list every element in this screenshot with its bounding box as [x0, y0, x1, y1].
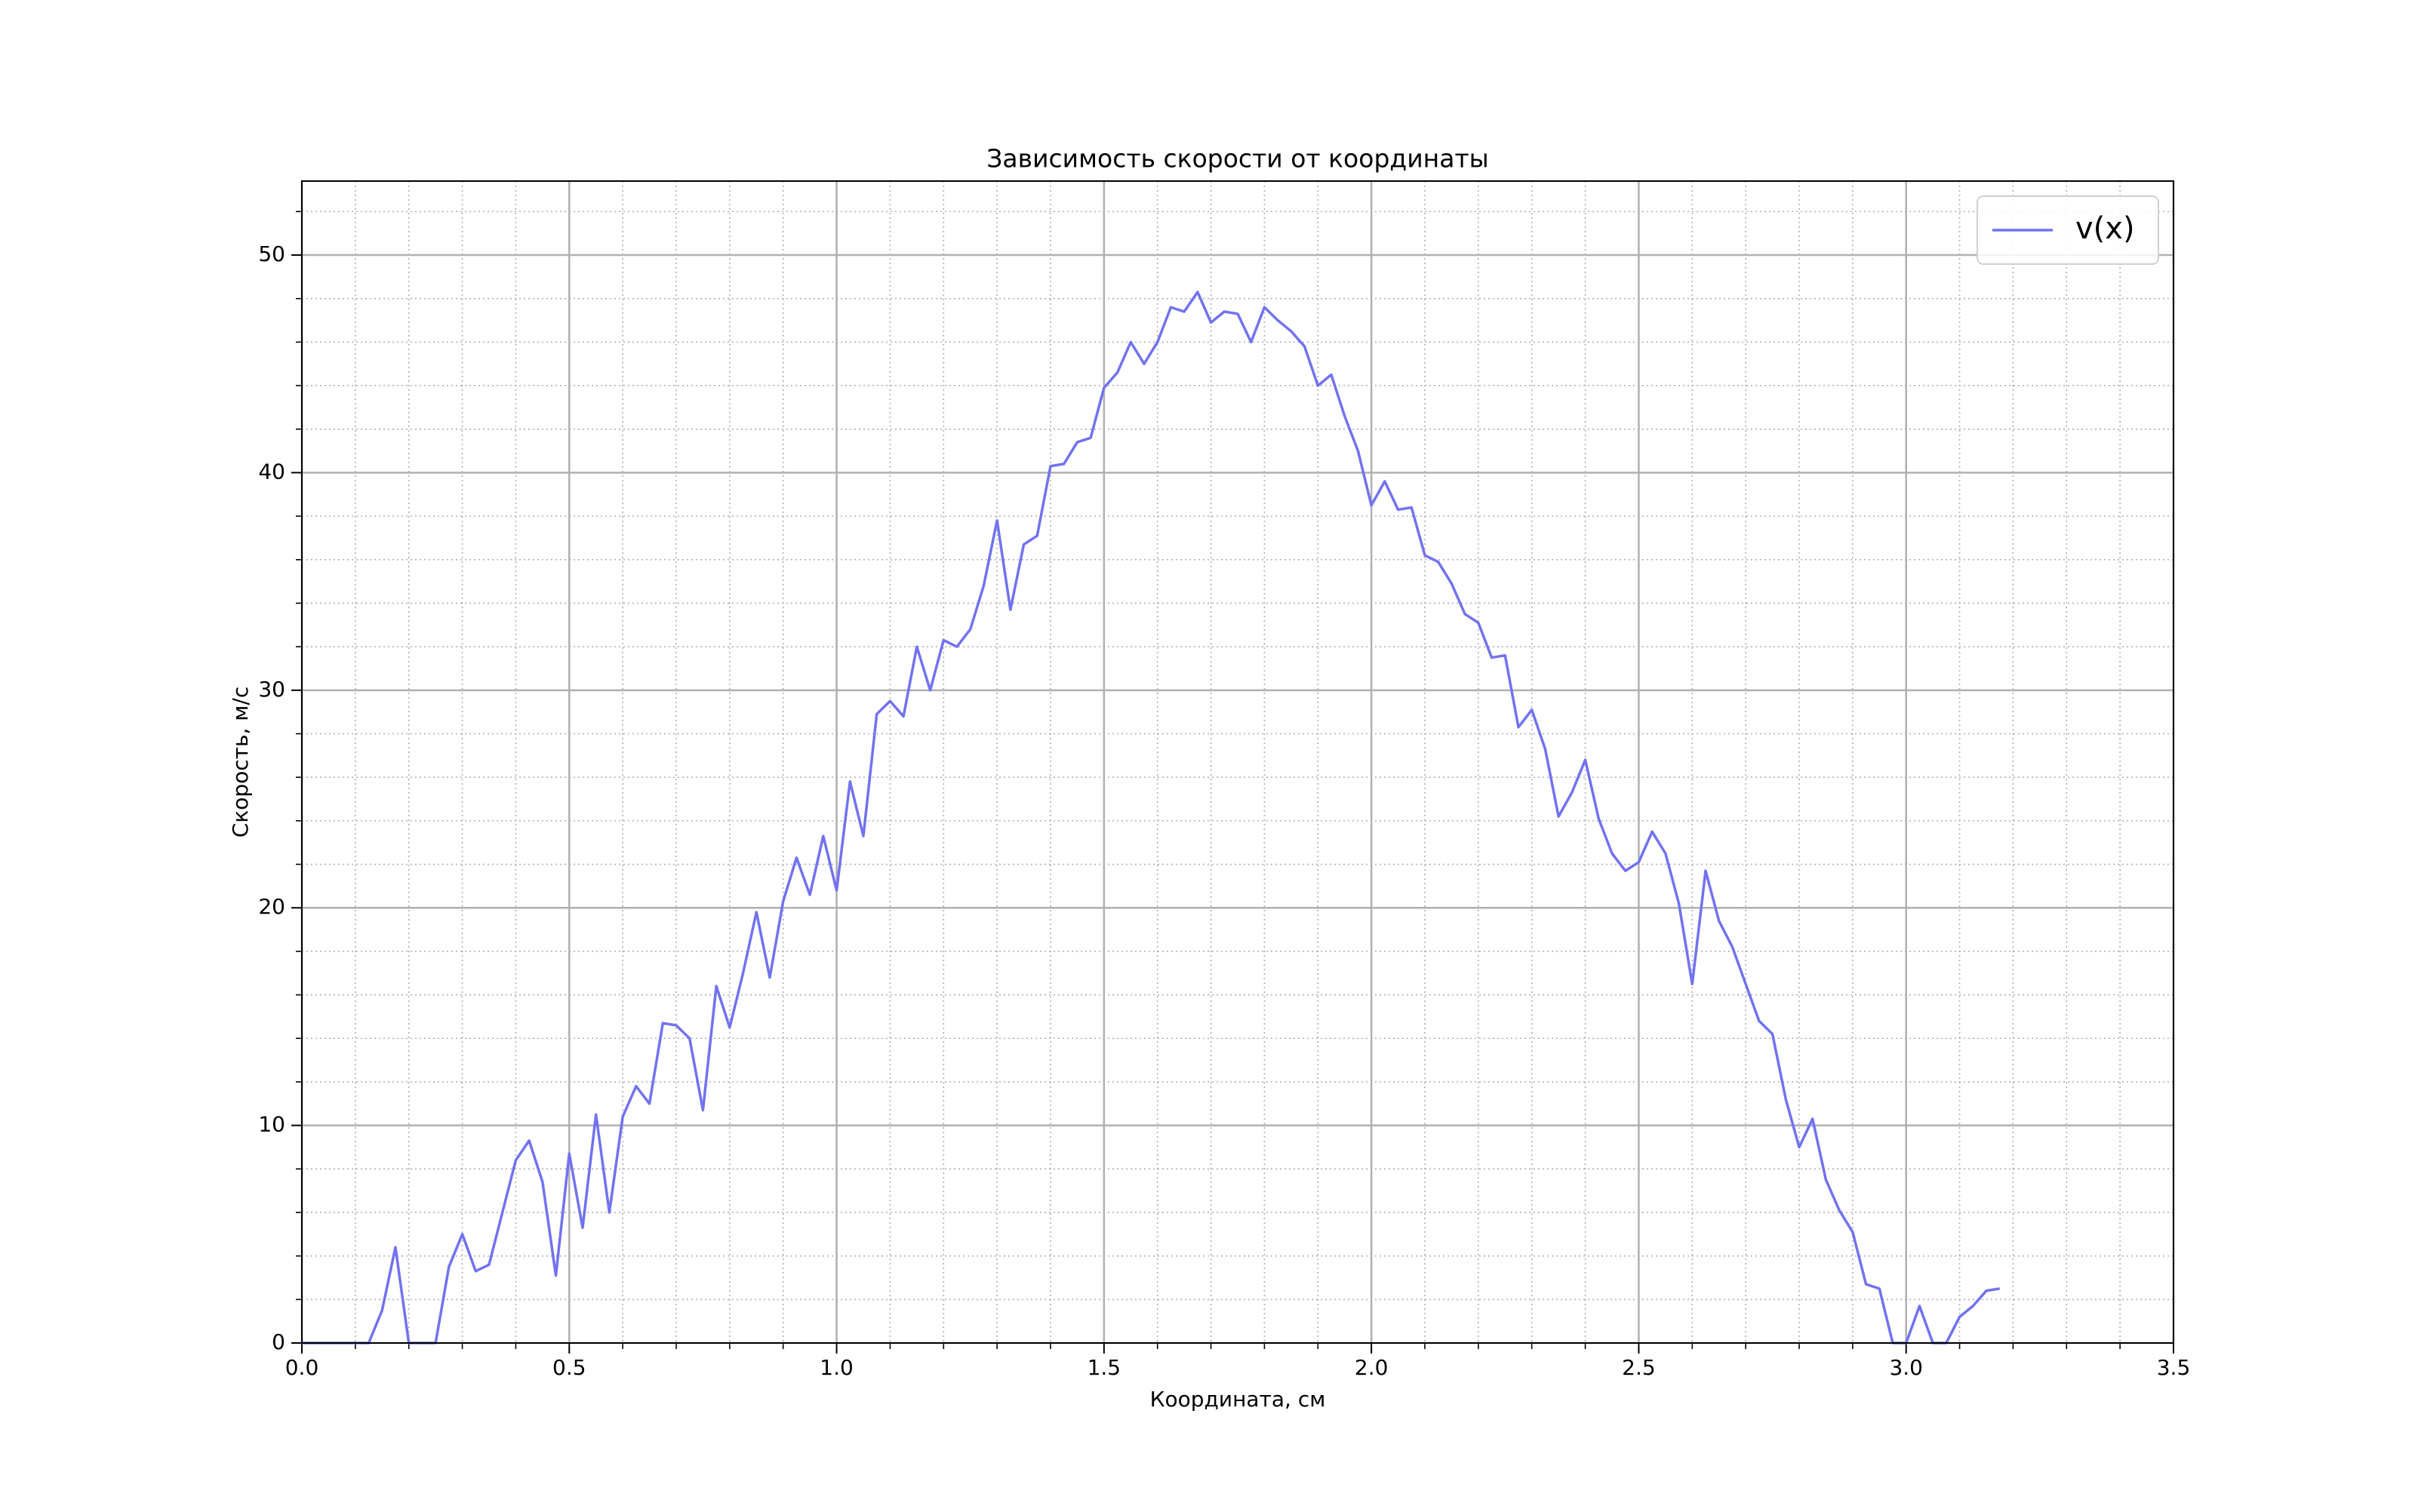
- data-line: [302, 290, 2000, 1345]
- legend-box: [1977, 195, 2159, 265]
- y-tick-label: 30: [258, 677, 285, 702]
- y-tick-label: 10: [258, 1112, 285, 1137]
- x-tick-label: 2.5: [1622, 1355, 1656, 1380]
- chart-title: Зависимость скорости от координаты: [986, 144, 1488, 174]
- y-tick-label: 40: [258, 459, 285, 484]
- x-tick-label: 1.5: [1088, 1355, 1121, 1380]
- x-tick-label: 0.0: [285, 1355, 319, 1380]
- x-tick-label: 3.5: [2157, 1355, 2191, 1380]
- y-tick-label: 0: [272, 1329, 285, 1354]
- plot-frame: [301, 180, 2174, 1344]
- y-tick-label: 20: [258, 894, 285, 919]
- x-tick-label: 3.0: [1889, 1355, 1923, 1380]
- y-axis-label: Скорость, м/с: [228, 687, 253, 837]
- y-tick-label: 50: [258, 241, 285, 266]
- legend-label: v(x): [2075, 211, 2135, 246]
- x-tick-label: 1.0: [820, 1355, 854, 1380]
- x-tick-label: 2.0: [1355, 1355, 1389, 1380]
- x-tick-label: 0.5: [552, 1355, 586, 1380]
- x-axis-label: Координата, см: [1150, 1387, 1326, 1412]
